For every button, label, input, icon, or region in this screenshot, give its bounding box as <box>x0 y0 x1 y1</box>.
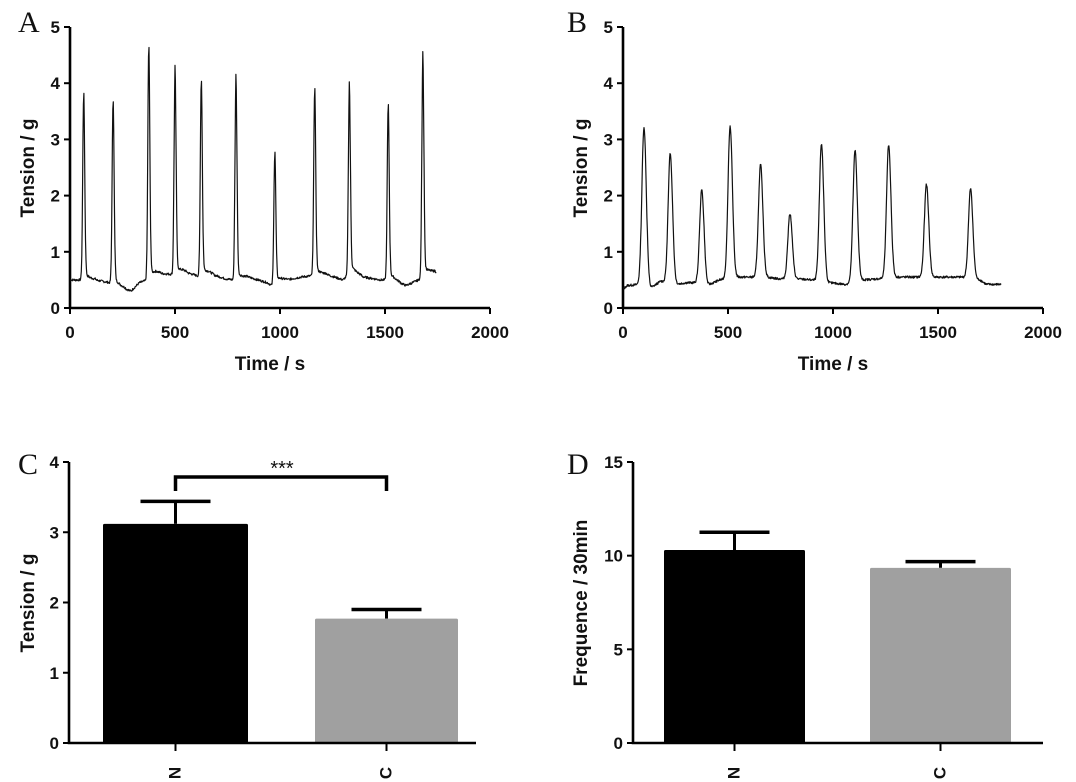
panel-d-ytick-label: 15 <box>604 453 623 472</box>
panel-a-xtick-label: 1000 <box>261 323 299 342</box>
panel-a-ytick-label: 4 <box>51 74 61 93</box>
panel-c-bar-N <box>103 523 248 743</box>
panel-d-category-label: N <box>725 767 744 779</box>
panel-a-ytick-label: 3 <box>51 130 60 149</box>
panel-b-ytick-label: 0 <box>604 299 613 318</box>
panel-a-ytick-label: 1 <box>51 243 60 262</box>
panel-a-axes <box>68 27 490 310</box>
panel-a-xlabel: Time / s <box>235 354 305 375</box>
panel-c-ytick-label: 4 <box>50 453 60 472</box>
panel-a-xtick-label: 2000 <box>471 323 509 342</box>
panel-b-trace <box>622 125 1002 290</box>
panel-d-ytick-label: 5 <box>614 640 623 659</box>
panel-b-xtick-label: 0 <box>618 323 627 342</box>
panel-c-ytick-label: 3 <box>50 523 59 542</box>
panel-b-xtick-label: 500 <box>714 323 742 342</box>
panel-b-axes <box>621 27 1043 310</box>
significance-label: *** <box>270 458 294 480</box>
panel-c-category-label: C <box>377 767 396 779</box>
panel-c-ytick-label: 1 <box>50 664 59 683</box>
panel-c-bar-C <box>315 618 458 743</box>
panel-letter-d: D <box>567 448 589 481</box>
panel-d-bar-N <box>664 550 805 743</box>
panel-b-ytick-label: 4 <box>604 74 614 93</box>
significance-bracket <box>173 475 389 491</box>
panel-b-xtick-label: 1500 <box>919 323 957 342</box>
panel-b-xlabel: Time / s <box>798 354 868 375</box>
panel-d-bar-C <box>870 567 1011 743</box>
panel-b-ytick-label: 3 <box>604 130 613 149</box>
panel-a-ytick-label: 0 <box>51 299 60 318</box>
panel-a-ytick-label: 5 <box>51 18 60 37</box>
panel-b-ytick-label: 1 <box>604 243 613 262</box>
panel-b-xtick-label: 1000 <box>814 323 852 342</box>
panel-b-ytick-label: 5 <box>604 18 613 37</box>
panel-a-xtick-label: 0 <box>65 323 74 342</box>
panel-d-ylabel: Frequence / 30min <box>571 520 592 687</box>
panel-a-trace <box>69 46 437 292</box>
panel-c-category-label: N <box>166 767 185 779</box>
panel-a-ytick-label: 2 <box>51 187 60 206</box>
panel-d-ytick-label: 10 <box>604 547 623 566</box>
panel-a-xtick-label: 1500 <box>366 323 404 342</box>
panel-b-xtick-label: 2000 <box>1024 323 1062 342</box>
panel-letter-b: B <box>567 6 587 39</box>
panel-a-ylabel: Tension / g <box>18 119 39 218</box>
panel-d-category-label: C <box>931 767 950 779</box>
panel-letter-c: C <box>18 448 38 481</box>
panel-d-ytick-label: 0 <box>614 734 623 753</box>
panel-letter-a: A <box>18 6 40 39</box>
panel-c-ylabel: Tension / g <box>18 554 39 653</box>
panel-a-xtick-label: 500 <box>161 323 189 342</box>
panel-b-ytick-label: 2 <box>604 187 613 206</box>
panel-c-ytick-label: 2 <box>50 594 59 613</box>
panel-c-ytick-label: 0 <box>50 734 59 753</box>
panel-b-ylabel: Tension / g <box>571 119 592 218</box>
